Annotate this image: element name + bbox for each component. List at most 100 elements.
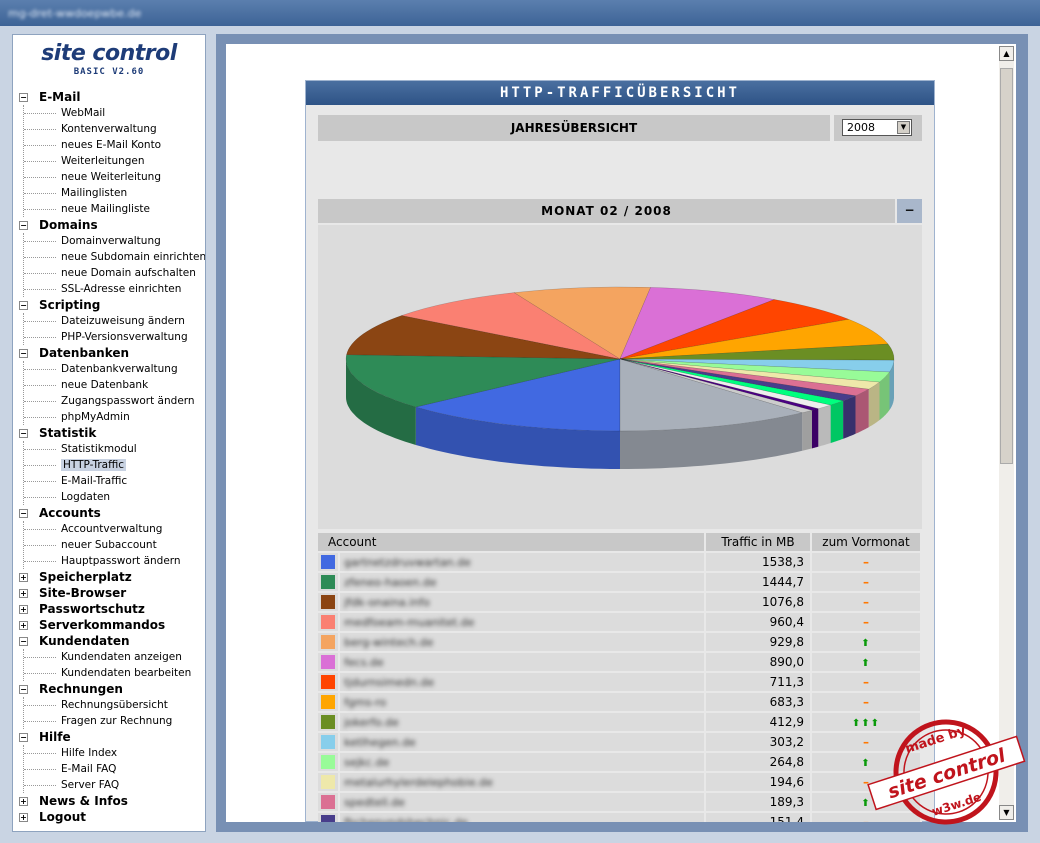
sidebar-section-header[interactable]: + Logout — [19, 809, 205, 825]
pie-slice-side — [855, 389, 869, 434]
sidebar-section-header[interactable]: − Statistik — [19, 425, 205, 441]
sidebar: site control BASIC V2.60 − E-Mail WebMail K… — [12, 34, 206, 832]
collapse-month-button[interactable]: − — [897, 199, 922, 223]
sidebar-item-label: PHP-Versionsverwaltung — [61, 331, 188, 343]
year-select[interactable]: 2008 ▼ — [842, 119, 912, 136]
account-cell: sejkc.de — [340, 753, 706, 771]
expand-icon[interactable]: + — [19, 797, 28, 806]
year-overview-button[interactable]: JAHRESÜBERSICHT — [318, 115, 830, 141]
collapse-icon[interactable]: − — [19, 685, 28, 694]
sidebar-item[interactable]: WebMail — [24, 105, 205, 121]
expand-icon[interactable]: + — [19, 589, 28, 598]
sidebar-section-header[interactable]: − Rechnungen — [19, 681, 205, 697]
pie-slice — [414, 358, 621, 432]
sidebar-item-label: Fragen zur Rechnung — [61, 715, 173, 727]
sidebar-item[interactable]: neue Weiterleitung — [24, 169, 205, 185]
collapse-icon[interactable]: − — [19, 637, 28, 646]
chevron-down-icon[interactable]: ▼ — [897, 121, 910, 134]
sidebar-item[interactable]: Kontenverwaltung — [24, 121, 205, 137]
sidebar-item[interactable]: Hilfe Index — [24, 745, 205, 761]
collapse-icon[interactable]: − — [19, 93, 28, 102]
sidebar-section-header[interactable]: − Scripting — [19, 297, 205, 313]
expand-icon[interactable]: + — [19, 621, 28, 630]
scroll-down-icon[interactable]: ▼ — [999, 805, 1014, 820]
traffic-panel: HTTP-TRAFFICÜBERSICHT JAHRESÜBERSICHT 20… — [305, 80, 935, 822]
sidebar-section-header[interactable]: − Kundendaten — [19, 633, 205, 649]
expand-icon[interactable]: + — [19, 573, 28, 582]
main-area: HTTP-TRAFFICÜBERSICHT JAHRESÜBERSICHT 20… — [216, 34, 1028, 832]
sidebar-item[interactable]: E-Mail-Traffic — [24, 473, 205, 489]
sidebar-section-header[interactable]: − Domains — [19, 217, 205, 233]
account-cell: ketlhegen.de — [340, 733, 706, 751]
sidebar-section: + Serverkommandos — [19, 617, 205, 633]
sidebar-item[interactable]: phpMyAdmin — [24, 409, 205, 425]
month-header: MONAT 02 / 2008 — [318, 199, 895, 223]
account-cell: spedtell.de — [340, 793, 706, 811]
expand-icon[interactable]: + — [19, 605, 28, 614]
sidebar-item[interactable]: Dateizuweisung ändern — [24, 313, 205, 329]
sidebar-item[interactable]: Fragen zur Rechnung — [24, 713, 205, 729]
collapse-icon[interactable]: − — [19, 429, 28, 438]
pie-slice-side — [812, 408, 819, 449]
collapse-icon[interactable]: − — [19, 733, 28, 742]
collapse-icon[interactable]: − — [19, 301, 28, 310]
sidebar-section-header[interactable]: + News & Infos — [19, 793, 205, 809]
sidebar-item[interactable]: neues E-Mail Konto — [24, 137, 205, 153]
pie-slice — [619, 358, 845, 406]
sidebar-item-label: neue Subdomain einrichten — [61, 251, 206, 263]
sidebar-section-header[interactable]: + Site-Browser — [19, 585, 205, 601]
sidebar-item[interactable]: Statistikmodul — [24, 441, 205, 457]
sidebar-item[interactable]: PHP-Versionsverwaltung — [24, 329, 205, 345]
sidebar-item[interactable]: Domainverwaltung — [24, 233, 205, 249]
scroll-thumb[interactable] — [1000, 68, 1013, 464]
pie-slice — [345, 354, 621, 408]
sidebar-item[interactable]: neue Subdomain einrichten — [24, 249, 205, 265]
sidebar-item-label: Dateizuweisung ändern — [61, 315, 185, 327]
sidebar-section-header[interactable]: − Hilfe — [19, 729, 205, 745]
sidebar-item[interactable]: Accountverwaltung — [24, 521, 205, 537]
compare-cell: ⬆⬆⬆ — [812, 713, 922, 731]
sidebar-item[interactable]: E-Mail FAQ — [24, 761, 205, 777]
account-name: jfdk-onaina.info — [344, 596, 430, 609]
sidebar-item[interactable]: Weiterleitungen — [24, 153, 205, 169]
sidebar-section-label: Scripting — [39, 298, 101, 312]
color-swatch — [321, 775, 335, 789]
collapse-icon[interactable]: − — [19, 349, 28, 358]
sidebar-section-header[interactable]: − Datenbanken — [19, 345, 205, 361]
sidebar-item[interactable]: neue Datenbank — [24, 377, 205, 393]
sidebar-item[interactable]: neuer Subaccount — [24, 537, 205, 553]
sidebar-section-header[interactable]: − Accounts — [19, 505, 205, 521]
sidebar-section-header[interactable]: + Speicherplatz — [19, 569, 205, 585]
collapse-icon[interactable]: − — [19, 221, 28, 230]
sidebar-item[interactable]: Rechnungsübersicht — [24, 697, 205, 713]
traffic-cell: 890,0 — [706, 653, 812, 671]
sidebar-item[interactable]: SSL-Adresse einrichten — [24, 281, 205, 297]
no-change-icon: – — [863, 775, 869, 789]
vertical-scrollbar[interactable]: ▲ ▼ — [999, 46, 1014, 820]
sidebar-section-header[interactable]: − E-Mail — [19, 89, 205, 105]
account-cell: zfeneo-haoen.de — [340, 573, 706, 591]
sidebar-item[interactable]: Kundendaten anzeigen — [24, 649, 205, 665]
sidebar-section: − Kundendaten Kundendaten anzeigen Kundenda… — [19, 633, 205, 681]
pie-slice — [619, 358, 895, 373]
sidebar-item[interactable]: neue Mailingliste — [24, 201, 205, 217]
scroll-up-icon[interactable]: ▲ — [999, 46, 1014, 61]
sidebar-item[interactable]: Zugangspasswort ändern — [24, 393, 205, 409]
sidebar-item[interactable]: Server FAQ — [24, 777, 205, 793]
sidebar-item[interactable]: Logdaten — [24, 489, 205, 505]
sidebar-section-header[interactable]: + Serverkommandos — [19, 617, 205, 633]
sidebar-item[interactable]: Kundendaten bearbeiten — [24, 665, 205, 681]
sidebar-item[interactable]: HTTP-Traffic — [24, 457, 205, 473]
collapse-icon[interactable]: − — [19, 509, 28, 518]
sidebar-item[interactable]: neue Domain aufschalten — [24, 265, 205, 281]
sidebar-section: − Accounts Accountverwaltung neuer Subaccou… — [19, 505, 205, 569]
sidebar-item[interactable]: Datenbankverwaltung — [24, 361, 205, 377]
traffic-cell: 151,4 — [706, 813, 812, 822]
no-change-icon: – — [863, 615, 869, 629]
sidebar-item[interactable]: Mailinglisten — [24, 185, 205, 201]
sidebar-item-label: neue Datenbank — [61, 379, 149, 391]
sidebar-item[interactable]: Hauptpasswort ändern — [24, 553, 205, 569]
sidebar-section-header[interactable]: + Passwortschutz — [19, 601, 205, 617]
expand-icon[interactable]: + — [19, 813, 28, 822]
sidebar-item-label: Hilfe Index — [61, 747, 118, 759]
